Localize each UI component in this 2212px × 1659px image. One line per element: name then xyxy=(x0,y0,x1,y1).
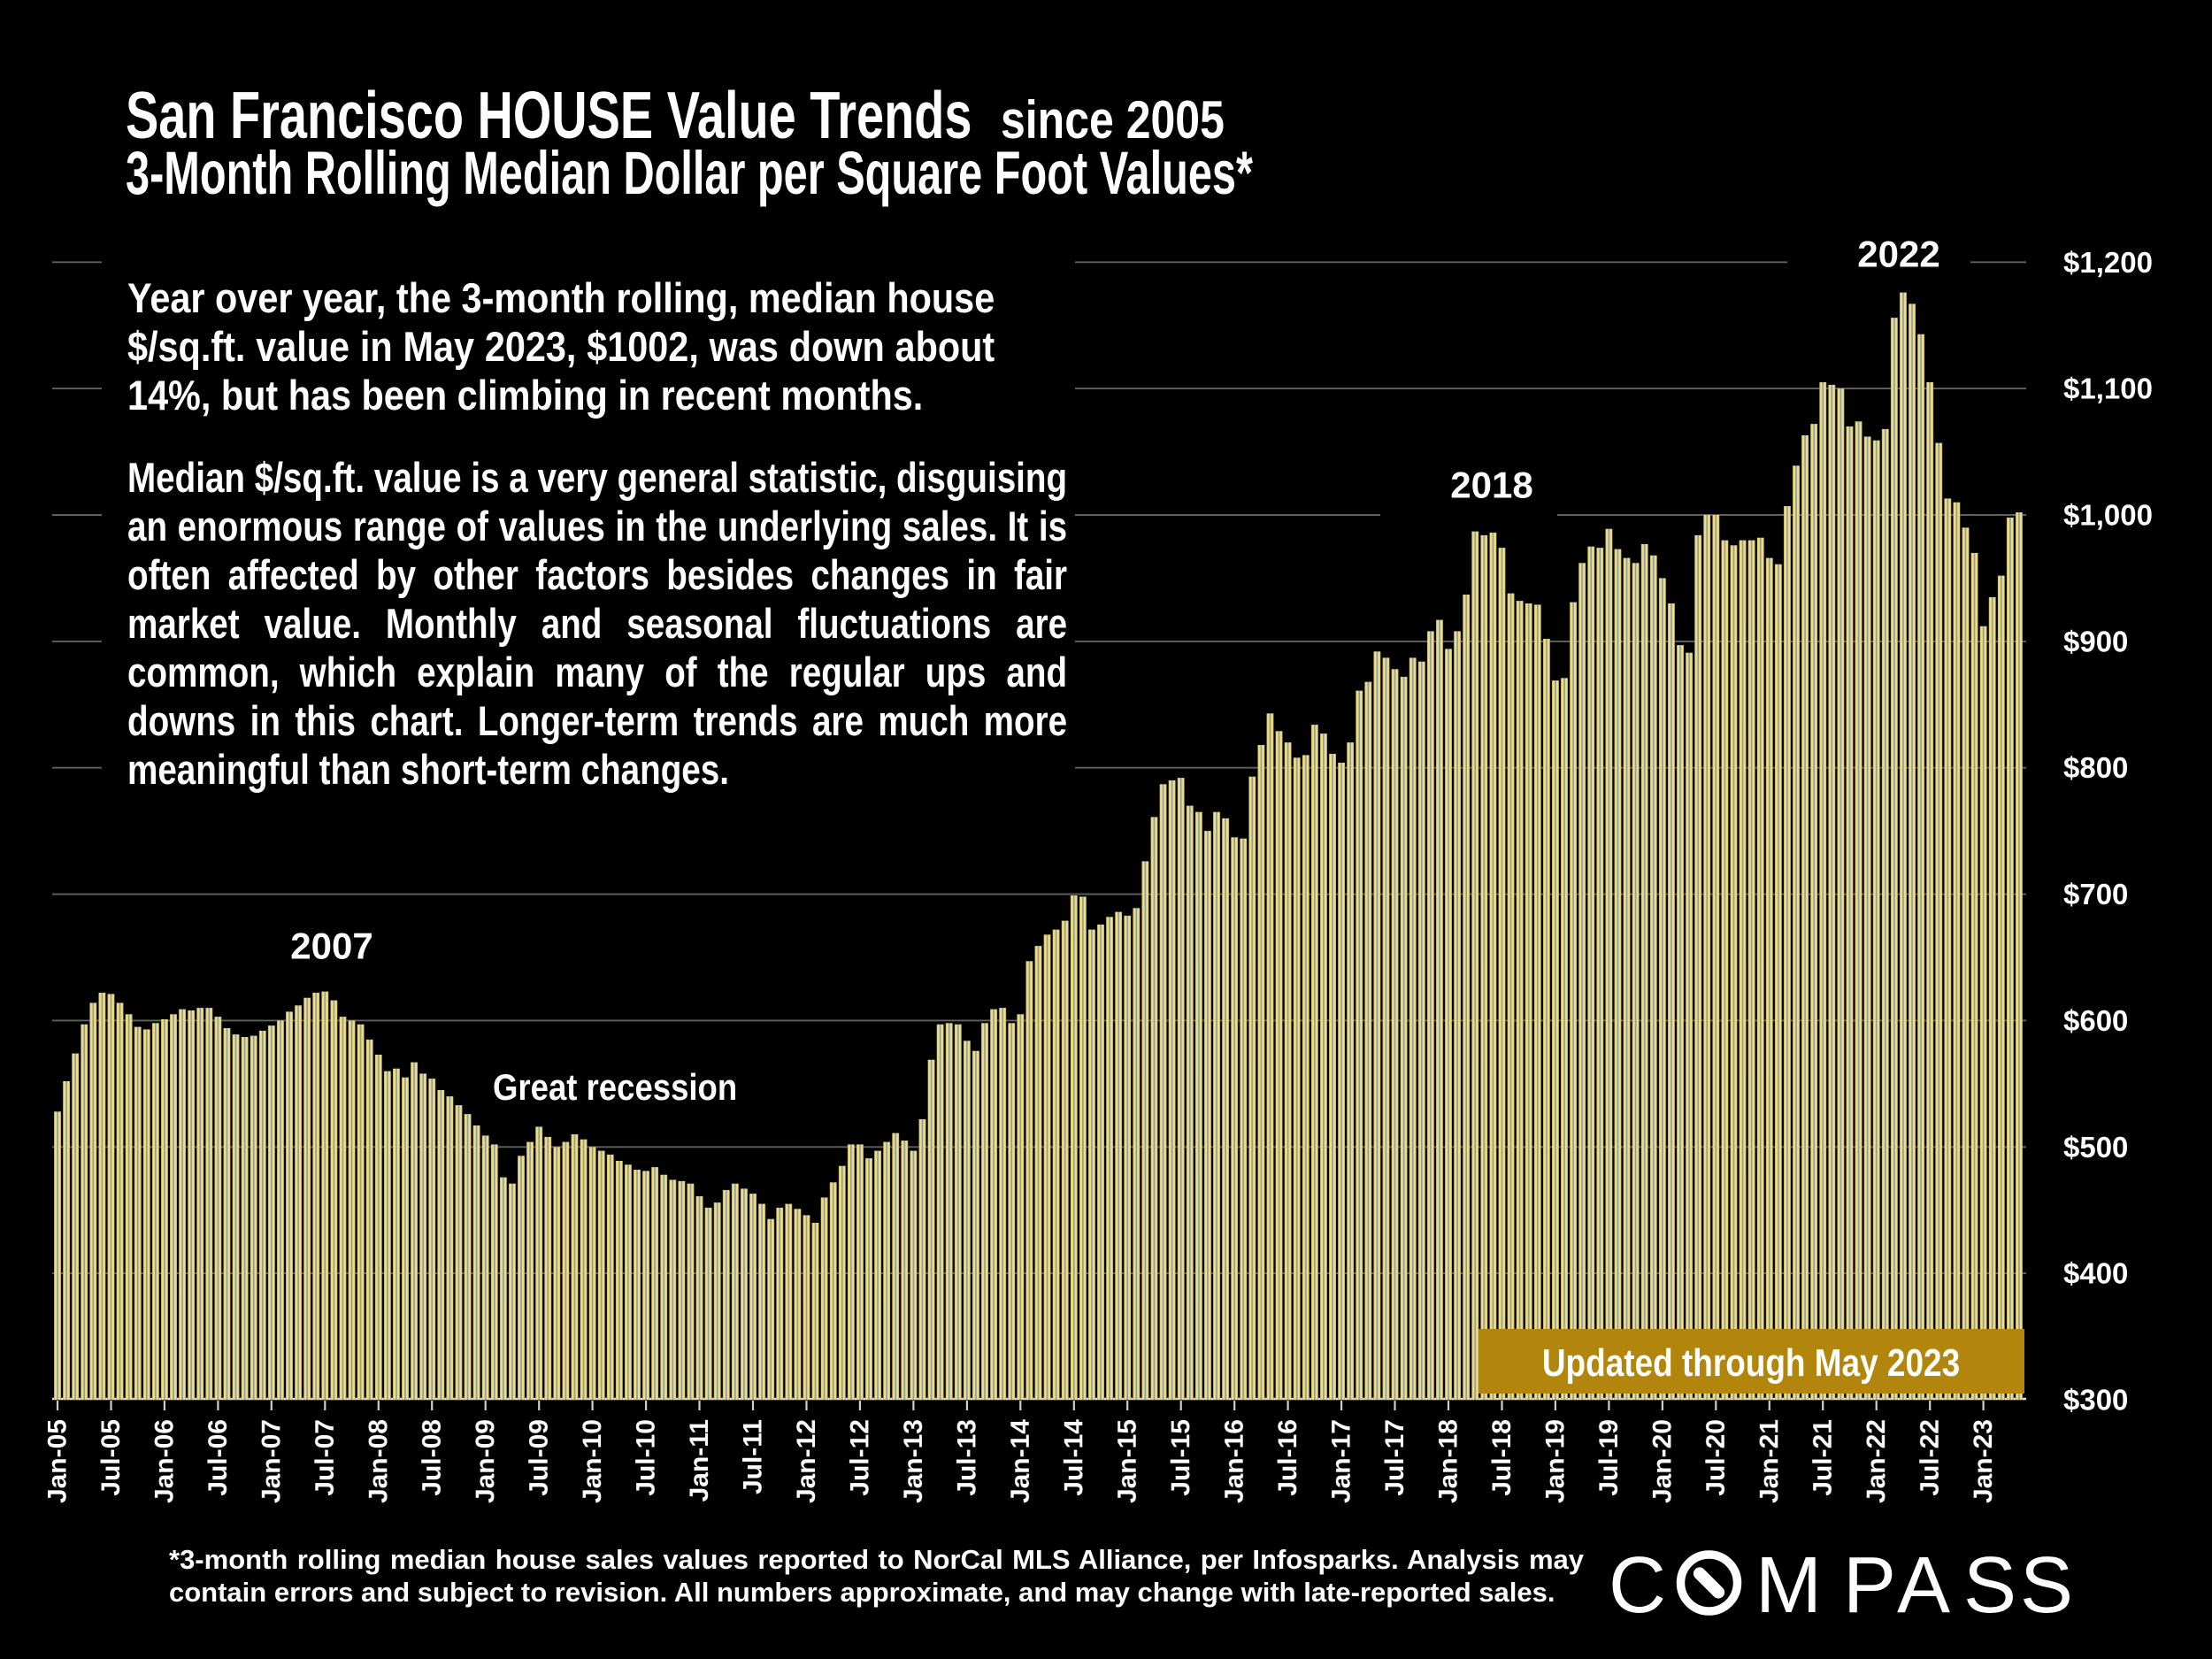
svg-text:Jul-14: Jul-14 xyxy=(1059,1419,1088,1496)
svg-text:S: S xyxy=(1963,1541,2016,1630)
svg-text:Jan-16: Jan-16 xyxy=(1220,1419,1249,1503)
svg-text:Jan-22: Jan-22 xyxy=(1862,1419,1891,1503)
svg-text:Jul-20: Jul-20 xyxy=(1701,1419,1731,1496)
svg-text:Jan-11: Jan-11 xyxy=(685,1419,714,1502)
svg-text:Updated through May 2023: Updated through May 2023 xyxy=(1542,1340,1960,1385)
svg-text:Jul-16: Jul-16 xyxy=(1273,1419,1302,1496)
svg-text:S: S xyxy=(2020,1541,2073,1630)
svg-text:Jul-10: Jul-10 xyxy=(632,1419,661,1496)
svg-text:Jul-15: Jul-15 xyxy=(1166,1419,1195,1496)
svg-text:2018: 2018 xyxy=(1450,465,1532,506)
svg-text:Jul-07: Jul-07 xyxy=(311,1419,340,1496)
svg-text:$300: $300 xyxy=(2063,1384,2128,1417)
svg-text:Jan-09: Jan-09 xyxy=(471,1419,500,1503)
svg-text:2007: 2007 xyxy=(290,926,373,967)
svg-text:Jul-05: Jul-05 xyxy=(96,1419,126,1496)
svg-text:$1,100: $1,100 xyxy=(2063,373,2153,405)
svg-text:Jan-19: Jan-19 xyxy=(1540,1419,1570,1503)
svg-text:Jan-23: Jan-23 xyxy=(1969,1419,1998,1503)
svg-text:Jan-12: Jan-12 xyxy=(792,1419,821,1503)
svg-text:Jan-06: Jan-06 xyxy=(150,1419,179,1503)
svg-text:Jul-21: Jul-21 xyxy=(1809,1419,1838,1496)
svg-text:Jul-09: Jul-09 xyxy=(525,1419,554,1496)
svg-text:$600: $600 xyxy=(2063,1004,2128,1037)
svg-text:Jan-05: Jan-05 xyxy=(43,1419,73,1503)
svg-text:$900: $900 xyxy=(2063,625,2128,657)
svg-text:$500: $500 xyxy=(2063,1131,2128,1164)
svg-text:$1,000: $1,000 xyxy=(2063,499,2153,532)
svg-text:Jul-12: Jul-12 xyxy=(845,1419,874,1496)
svg-text:Jan-10: Jan-10 xyxy=(578,1419,607,1503)
svg-text:$1,200: $1,200 xyxy=(2063,246,2153,279)
svg-text:Jul-13: Jul-13 xyxy=(952,1419,981,1496)
svg-text:Jan-13: Jan-13 xyxy=(899,1419,928,1503)
svg-text:Jan-14: Jan-14 xyxy=(1006,1419,1035,1503)
svg-text:Jul-17: Jul-17 xyxy=(1380,1419,1409,1496)
svg-text:Jul-18: Jul-18 xyxy=(1487,1419,1517,1496)
svg-text:2022: 2022 xyxy=(1857,234,1939,275)
svg-text:P: P xyxy=(1843,1541,1896,1630)
svg-text:Jan-08: Jan-08 xyxy=(364,1419,393,1503)
svg-text:Jul-08: Jul-08 xyxy=(418,1419,447,1496)
svg-text:Jan-15: Jan-15 xyxy=(1113,1419,1142,1503)
svg-text:Jan-21: Jan-21 xyxy=(1755,1419,1784,1503)
svg-text:C: C xyxy=(1609,1541,1666,1630)
svg-text:Jul-06: Jul-06 xyxy=(204,1419,233,1496)
svg-text:A: A xyxy=(1897,1541,1950,1630)
svg-text:Jan-18: Jan-18 xyxy=(1434,1419,1463,1503)
svg-text:Jan-20: Jan-20 xyxy=(1647,1419,1677,1503)
svg-text:Jan-17: Jan-17 xyxy=(1327,1419,1356,1503)
svg-text:Great recession: Great recession xyxy=(493,1067,737,1109)
svg-text:Jan-07: Jan-07 xyxy=(257,1419,286,1503)
svg-text:Jul-19: Jul-19 xyxy=(1594,1419,1624,1496)
svg-text:$700: $700 xyxy=(2063,878,2128,910)
svg-text:Jul-22: Jul-22 xyxy=(1916,1419,1945,1496)
svg-text:M: M xyxy=(1755,1541,1822,1630)
svg-text:$400: $400 xyxy=(2063,1257,2128,1290)
svg-text:$800: $800 xyxy=(2063,751,2128,784)
svg-text:Jul-11: Jul-11 xyxy=(739,1419,768,1494)
